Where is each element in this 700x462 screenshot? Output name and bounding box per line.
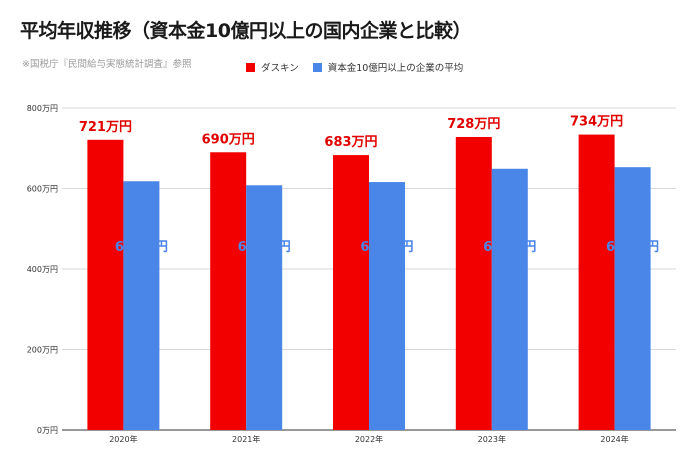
legend-label-series-1: ダスキン bbox=[261, 63, 299, 74]
bar-series-2 bbox=[369, 182, 405, 430]
bar-series-2 bbox=[246, 185, 283, 430]
y-tick-label: 200万円 bbox=[27, 346, 58, 355]
chart-title: 平均年収推移（資本金10億円以上の国内企業と比較） bbox=[20, 20, 471, 42]
bar-series-1 bbox=[87, 139, 124, 431]
x-tick-label: 2021年 bbox=[232, 434, 260, 444]
bar-series-1 bbox=[210, 152, 247, 430]
chart-source-note: ※国税庁『民間給与実態統計調査』参照 bbox=[22, 59, 192, 70]
y-tick-label: 600万円 bbox=[27, 185, 58, 194]
bar-series-1 bbox=[578, 134, 615, 430]
legend-item-series-1: ダスキン bbox=[246, 60, 299, 74]
y-tick-label: 800万円 bbox=[27, 104, 58, 113]
bar-series-2 bbox=[123, 181, 160, 430]
bar-series-2 bbox=[614, 167, 651, 431]
data-label-series-2: 618万円 bbox=[115, 240, 168, 255]
x-tick-label: 2022年 bbox=[355, 434, 383, 444]
legend-swatch-series-2 bbox=[312, 62, 322, 72]
data-label-series-2: 649万円 bbox=[483, 240, 536, 255]
data-label-series-1: 728万円 bbox=[447, 117, 500, 132]
data-label-series-1: 690万円 bbox=[202, 132, 255, 147]
x-tick-label: 2024年 bbox=[600, 434, 628, 444]
y-tick-label: 0万円 bbox=[37, 426, 58, 435]
legend-label-series-2: 資本金10億円以上の企業の平均 bbox=[327, 63, 464, 74]
y-tick-label: 400万円 bbox=[27, 265, 58, 274]
legend: ダスキン 資本金10億円以上の企業の平均 bbox=[246, 60, 477, 74]
bar-series-2 bbox=[491, 168, 528, 430]
legend-swatch-series-1 bbox=[246, 62, 255, 72]
data-label-series-2: 653万円 bbox=[606, 240, 659, 255]
data-label-series-2: 608万円 bbox=[238, 240, 291, 255]
data-label-series-1: 721万円 bbox=[79, 120, 132, 135]
data-label-series-2: 616万円 bbox=[360, 240, 413, 255]
data-label-series-1: 734万円 bbox=[570, 115, 623, 130]
legend-item-series-2: 資本金10億円以上の企業の平均 bbox=[312, 60, 464, 74]
bar-series-1 bbox=[455, 136, 492, 431]
bar-series-1 bbox=[333, 155, 369, 430]
x-tick-label: 2020年 bbox=[109, 434, 137, 444]
x-tick-label: 2023年 bbox=[478, 434, 506, 444]
data-label-series-1: 683万円 bbox=[324, 135, 377, 150]
